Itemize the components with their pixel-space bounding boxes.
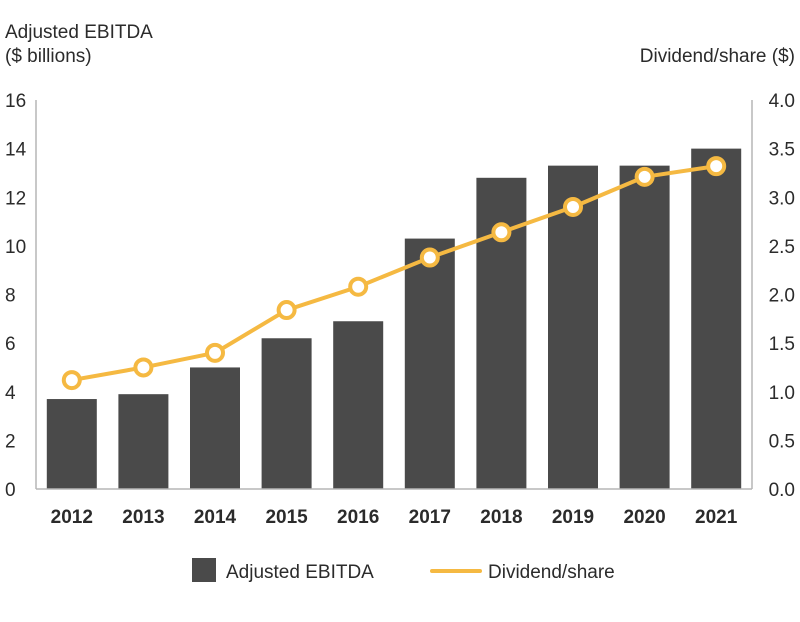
legend-bar-swatch [192, 558, 216, 582]
dividend-point-2014 [205, 342, 225, 363]
bar-2021 [691, 148, 742, 489]
dividend-point-2012 [61, 370, 82, 391]
x-tick-label: 2017 [409, 507, 451, 528]
bar-2019 [548, 165, 598, 490]
bar-2012 [46, 399, 97, 489]
x-tick-label: 2016 [337, 507, 379, 528]
dividend-point-2018 [491, 222, 512, 243]
left-tick-label: 4 [5, 383, 16, 404]
bar-2017 [404, 238, 455, 489]
dividend-point-2017 [419, 247, 440, 268]
right-tick-label: 1.0 [769, 383, 795, 404]
left-tick-label: 2 [5, 431, 16, 452]
dividend-line [69, 164, 719, 383]
left-tick-label: 14 [5, 140, 27, 161]
left-axis-title-line1: Adjusted EBITDA [5, 22, 153, 43]
x-axis-ticks: 2012 2013 2014 2015 2016 2017 2018 2019 2020 2021 [51, 507, 738, 528]
left-tick-label: 10 [5, 237, 26, 258]
legend-bar-label: Adjusted EBITDA [226, 562, 374, 583]
x-tick-label: 2018 [480, 507, 522, 528]
x-tick-label: 2013 [122, 507, 164, 528]
right-tick-label: 3.5 [769, 140, 795, 161]
right-tick-label: 2.0 [769, 286, 795, 307]
left-axis-ticks: 0 2 4 6 8 10 12 14 16 [5, 91, 27, 501]
bar-2013 [118, 394, 169, 489]
dividend-point-2013 [133, 357, 154, 378]
right-axis-ticks: 0.0 0.5 1.0 1.5 2.0 2.5 3.0 3.5 4.0 [769, 91, 795, 501]
dividend-point-2015 [276, 300, 297, 321]
left-tick-label: 8 [5, 286, 16, 307]
dividend-point-2021 [706, 156, 727, 177]
x-tick-label: 2019 [552, 507, 594, 528]
bar-2014 [190, 367, 240, 489]
x-tick-label: 2021 [695, 507, 738, 528]
right-tick-label: 4.0 [769, 91, 795, 112]
right-tick-label: 3.0 [769, 188, 795, 209]
dividend-point-2019 [563, 196, 583, 217]
right-tick-label: 1.5 [769, 334, 795, 355]
dividend-point-2016 [348, 276, 369, 297]
bar-2016 [333, 321, 384, 489]
dividend-point-2020 [634, 166, 655, 187]
x-tick-label: 2020 [623, 507, 665, 528]
left-tick-label: 12 [5, 188, 26, 209]
x-tick-label: 2012 [51, 507, 93, 528]
x-tick-label: 2015 [265, 507, 308, 528]
left-tick-label: 0 [5, 480, 16, 501]
right-tick-label: 0.5 [769, 431, 795, 452]
bar-series [46, 148, 742, 490]
right-axis-title: Dividend/share ($) [640, 46, 795, 67]
legend-line-label: Dividend/share [488, 562, 615, 583]
right-tick-label: 0.0 [769, 480, 795, 501]
bar-2015 [261, 338, 312, 489]
bar-2020 [619, 165, 670, 490]
left-axis-title-line2: ($ billions) [5, 46, 92, 67]
right-tick-label: 2.5 [769, 237, 795, 258]
x-tick-label: 2014 [194, 507, 237, 528]
left-tick-label: 6 [5, 334, 16, 355]
left-tick-label: 16 [5, 91, 26, 112]
line-series [61, 156, 727, 391]
legend: Adjusted EBITDA Dividend/share [192, 558, 615, 583]
